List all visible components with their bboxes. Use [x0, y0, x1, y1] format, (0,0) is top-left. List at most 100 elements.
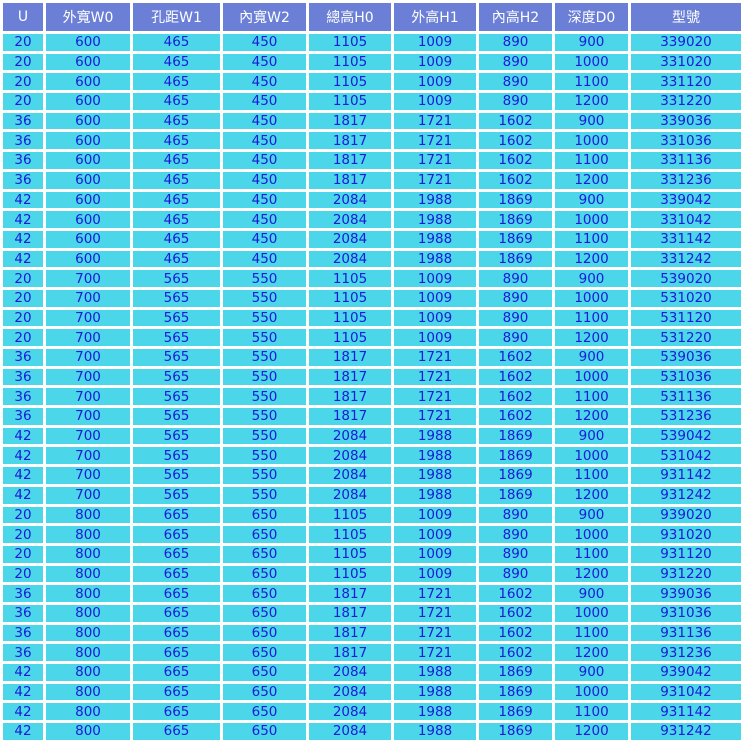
table-cell: 550 [223, 329, 306, 346]
table-cell: 1100 [555, 703, 628, 721]
table-cell: 42 [3, 723, 43, 740]
table-cell: 450 [223, 34, 306, 51]
table-row: 36 600 465 450 1817 1721 1602 1100 331136 [3, 152, 741, 169]
table-cell: 900 [555, 191, 628, 209]
table-cell: 700 [46, 467, 130, 484]
table-cell: 331220 [631, 93, 741, 110]
table-cell: 1988 [394, 664, 476, 681]
table-cell: 42 [3, 250, 43, 268]
table-cell: 531236 [631, 408, 741, 425]
table-cell: 1105 [309, 93, 391, 110]
table-cell: 939042 [631, 664, 741, 681]
table-cell: 20 [3, 289, 43, 307]
table-row: 36 800 665 650 1817 1721 1602 1100 931136 [3, 624, 741, 642]
table-cell: 600 [46, 112, 130, 130]
table-cell: 890 [479, 545, 552, 563]
table-cell: 1105 [309, 506, 391, 524]
table-cell: 890 [479, 34, 552, 51]
table-cell: 890 [479, 289, 552, 307]
header-cell: 內寬W2 [223, 3, 306, 31]
table-cell: 1105 [309, 289, 391, 307]
table-cell: 665 [133, 545, 220, 563]
table-cell: 550 [223, 486, 306, 504]
table-cell: 1000 [555, 132, 628, 150]
header-cell: 深度D0 [555, 3, 628, 31]
table-cell: 550 [223, 467, 306, 484]
table-cell: 339020 [631, 34, 741, 51]
table-cell: 1721 [394, 368, 476, 386]
table-cell: 20 [3, 93, 43, 110]
table-cell: 1602 [479, 112, 552, 130]
table-cell: 1869 [479, 250, 552, 268]
table-cell: 1988 [394, 230, 476, 248]
table-cell: 700 [46, 368, 130, 386]
header-cell: 孔距W1 [133, 3, 220, 31]
table-cell: 1100 [555, 73, 628, 91]
table-cell: 931236 [631, 644, 741, 661]
table-cell: 800 [46, 703, 130, 721]
table-cell: 1009 [394, 506, 476, 524]
table-cell: 665 [133, 585, 220, 602]
table-cell: 600 [46, 34, 130, 51]
table-cell: 331020 [631, 53, 741, 71]
table-cell: 600 [46, 211, 130, 228]
table-cell: 339036 [631, 112, 741, 130]
table-cell: 1988 [394, 447, 476, 465]
table-cell: 450 [223, 171, 306, 189]
table-cell: 550 [223, 447, 306, 465]
table-cell: 36 [3, 112, 43, 130]
table-cell: 450 [223, 93, 306, 110]
table-cell: 890 [479, 506, 552, 524]
table-cell: 1817 [309, 624, 391, 642]
table-cell: 700 [46, 309, 130, 327]
table-cell: 1200 [555, 723, 628, 740]
table-cell: 531220 [631, 329, 741, 346]
table-row: 20 800 665 650 1105 1009 890 900 939020 [3, 506, 741, 524]
table-cell: 1105 [309, 309, 391, 327]
table-cell: 331236 [631, 171, 741, 189]
table-cell: 450 [223, 211, 306, 228]
table-cell: 20 [3, 73, 43, 91]
table-cell: 1602 [479, 132, 552, 150]
table-cell: 531036 [631, 368, 741, 386]
table-cell: 1817 [309, 349, 391, 366]
table-cell: 1100 [555, 624, 628, 642]
table-cell: 900 [555, 270, 628, 287]
table-cell: 1200 [555, 171, 628, 189]
table-cell: 450 [223, 53, 306, 71]
table-cell: 331042 [631, 211, 741, 228]
table-cell: 1817 [309, 132, 391, 150]
table-cell: 339042 [631, 191, 741, 209]
table-cell: 650 [223, 664, 306, 681]
table-cell: 1869 [479, 486, 552, 504]
table-cell: 2084 [309, 723, 391, 740]
table-cell: 665 [133, 644, 220, 661]
table-cell: 1105 [309, 270, 391, 287]
table-row: 20 800 665 650 1105 1009 890 1100 931120 [3, 545, 741, 563]
table-cell: 700 [46, 447, 130, 465]
table-cell: 1602 [479, 349, 552, 366]
table-row: 42 700 565 550 2084 1988 1869 1000 531042 [3, 447, 741, 465]
table-row: 42 600 465 450 2084 1988 1869 1000 331042 [3, 211, 741, 228]
table-cell: 665 [133, 526, 220, 543]
table-cell: 20 [3, 329, 43, 346]
table-cell: 1000 [555, 211, 628, 228]
table-cell: 600 [46, 230, 130, 248]
table-cell: 565 [133, 289, 220, 307]
table-cell: 42 [3, 447, 43, 465]
table-cell: 1105 [309, 526, 391, 543]
table-cell: 650 [223, 624, 306, 642]
table-cell: 565 [133, 486, 220, 504]
table-cell: 2084 [309, 703, 391, 721]
table-cell: 1602 [479, 604, 552, 622]
table-cell: 1988 [394, 250, 476, 268]
table-cell: 800 [46, 604, 130, 622]
table-cell: 2084 [309, 664, 391, 681]
table-cell: 1721 [394, 152, 476, 169]
table-cell: 465 [133, 73, 220, 91]
table-cell: 1105 [309, 545, 391, 563]
table-cell: 36 [3, 349, 43, 366]
table-cell: 650 [223, 526, 306, 543]
table-cell: 42 [3, 211, 43, 228]
table-cell: 1009 [394, 93, 476, 110]
